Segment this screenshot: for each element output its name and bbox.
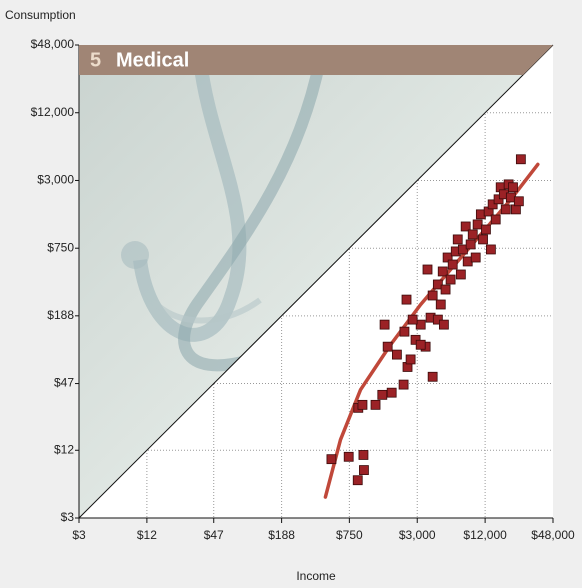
x-tick-label: $188 [268,528,295,542]
point [382,341,393,352]
y-tick-label: $47 [54,376,74,390]
stethoscope-illustration [121,58,326,372]
point [445,274,456,285]
point [415,339,426,350]
point [490,214,501,225]
x-tick-label: $12 [137,528,157,542]
point [460,221,471,232]
point [442,252,453,263]
point [343,451,354,462]
point [432,279,443,290]
x-tick-label: $750 [336,528,363,542]
point [435,299,446,310]
point [510,204,521,215]
point [437,266,448,277]
point [398,379,409,390]
point [407,314,418,325]
point [422,264,433,275]
x-tick-label: $3 [72,528,86,542]
chart-title: Medical [116,49,189,71]
point [391,349,402,360]
panel-number: 5 [90,49,101,71]
point [500,204,511,215]
point [465,239,476,250]
point [457,244,468,255]
y-tick-label: $3 [61,510,75,524]
x-tick-label: $47 [204,528,224,542]
point [427,290,438,301]
point [377,389,388,400]
point [399,326,410,337]
point [358,450,369,460]
point [386,387,397,398]
point [410,334,421,345]
point [487,199,498,210]
x-axis-title: Income [296,569,336,583]
point [452,234,463,245]
point [455,269,466,280]
y-tick-label: $188 [47,308,74,322]
point [359,465,369,475]
point [438,319,449,330]
point [467,229,478,240]
x-tick-label: $12,000 [463,528,507,542]
y-tick-label: $12,000 [31,105,75,119]
y-tick-label: $750 [47,240,74,254]
point [440,284,451,295]
point [401,294,412,305]
point [326,454,337,465]
point [415,319,426,330]
y-tick-label: $12 [54,442,74,456]
point [515,154,526,165]
point [470,252,481,263]
title-banner [79,45,553,75]
point [432,314,443,325]
x-tick-label: $3,000 [399,528,436,542]
point [447,259,458,270]
point [352,475,363,486]
y-axis-title: Consumption [5,8,76,22]
x-tick-label: $48,000 [531,528,575,542]
y-tick-label: $48,000 [31,37,75,51]
point [478,234,488,245]
point [370,399,381,410]
point [493,194,504,205]
point [427,371,438,382]
point [485,244,496,255]
point [357,399,368,410]
point [472,219,483,230]
point [508,182,518,193]
point [379,319,390,330]
point [405,354,416,365]
point [481,224,491,235]
point [513,196,524,207]
diagonal [78,44,554,519]
y-tick-label: $3,000 [37,173,74,187]
